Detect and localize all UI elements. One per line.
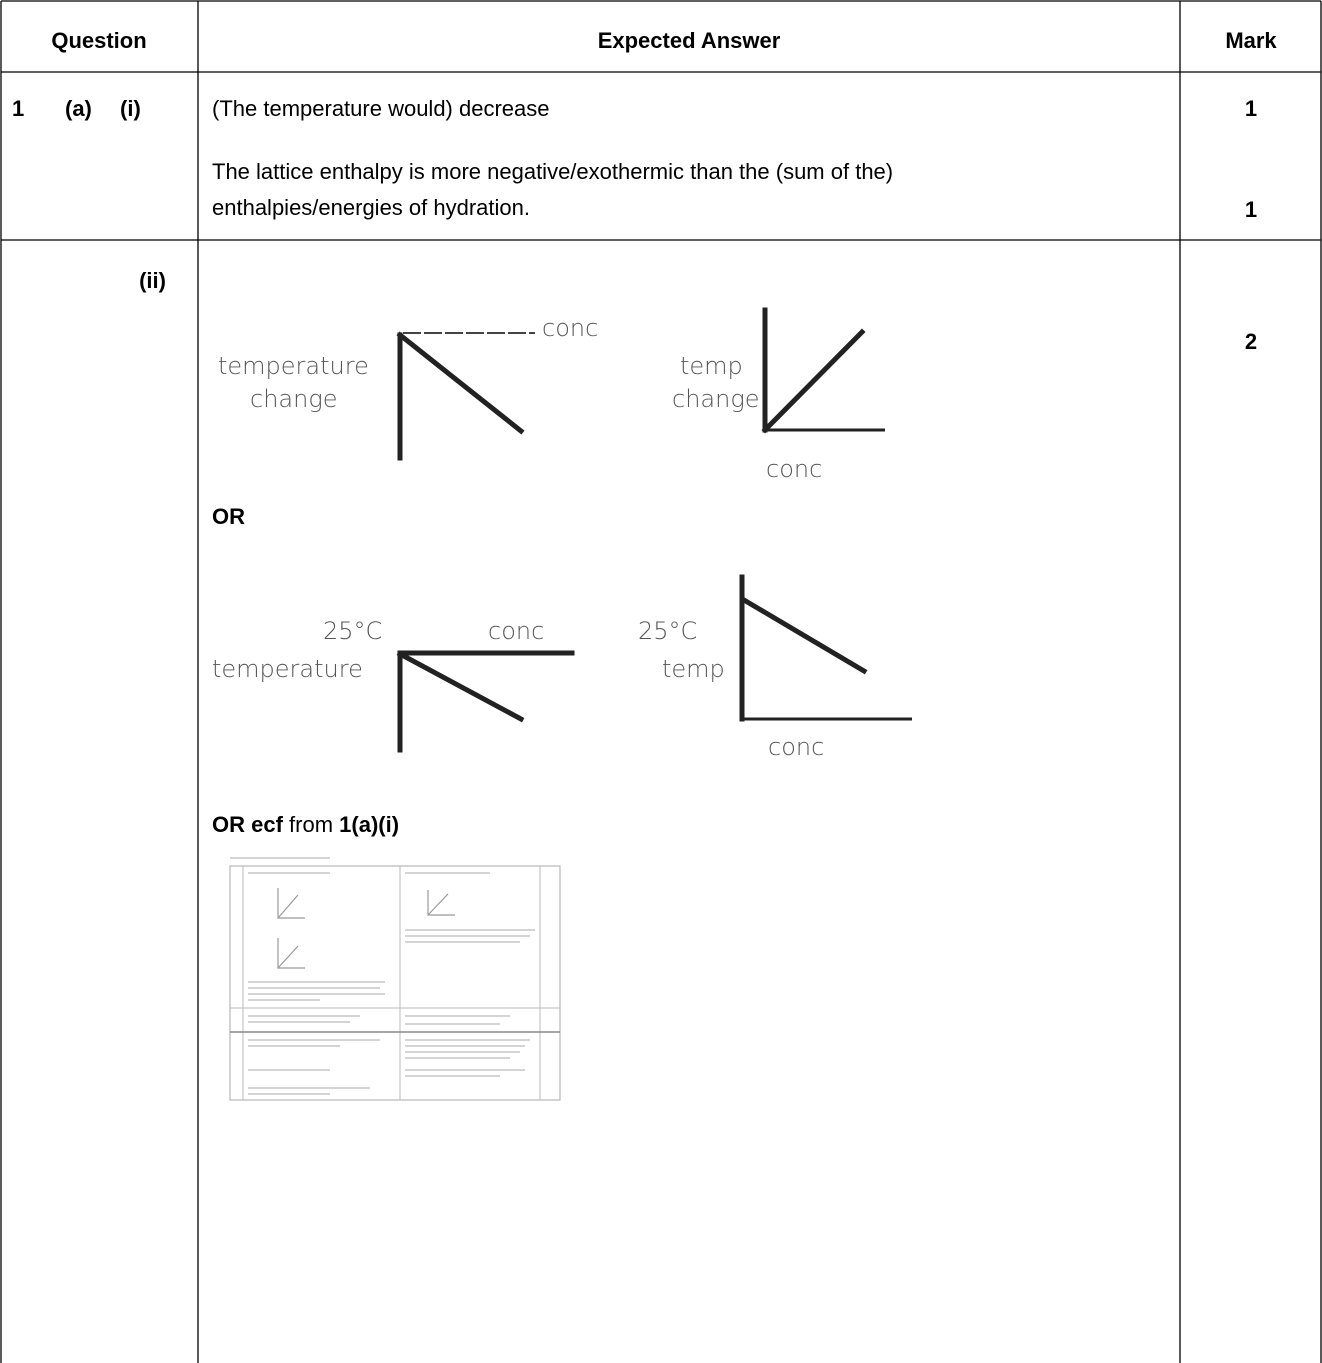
thumbnail-image bbox=[229, 857, 561, 1101]
answer-text: enthalpies/energies of hydration. bbox=[212, 195, 530, 220]
ecf-text: from bbox=[283, 812, 339, 837]
sketch-label: temperature bbox=[212, 655, 363, 683]
header-cell: Question bbox=[51, 28, 146, 53]
answer-text: (The temperature would) decrease bbox=[212, 96, 550, 121]
sketch-label: 25°C bbox=[323, 617, 382, 645]
sketch-label: conc bbox=[488, 617, 544, 645]
sketch-label: conc bbox=[768, 733, 824, 761]
header-cell: Expected Answer bbox=[598, 28, 781, 53]
mark: 1 bbox=[1245, 197, 1257, 222]
ecf-text: OR ecf bbox=[212, 812, 284, 837]
question-part: (a) bbox=[65, 96, 92, 121]
mark: 1 bbox=[1245, 96, 1257, 121]
header-cell: Mark bbox=[1225, 28, 1277, 53]
sketch-label: conc bbox=[542, 314, 598, 342]
sketch-graph: 25°C temp conc bbox=[638, 574, 912, 761]
sketch-graph: temperature change conc bbox=[218, 314, 598, 461]
ecf-text: 1(a)(i) bbox=[339, 812, 399, 837]
question-subpart: (ii) bbox=[139, 268, 166, 293]
sketch-label: temp bbox=[662, 655, 725, 683]
sketch-label: temperature bbox=[218, 352, 369, 380]
sketch-graph: 25°C conc temperature bbox=[212, 617, 575, 753]
sketch-label: temp bbox=[680, 352, 743, 380]
ecf-line: OR ecf from 1(a)(i) bbox=[212, 812, 399, 837]
mark: 2 bbox=[1245, 329, 1257, 354]
question-number: 1 bbox=[12, 96, 24, 121]
sketch-graph: temp change conc bbox=[672, 307, 885, 483]
or-text: OR bbox=[212, 504, 245, 529]
sketch-label: conc bbox=[766, 455, 822, 483]
answer-text: The lattice enthalpy is more negative/ex… bbox=[212, 159, 893, 184]
question-subpart: (i) bbox=[120, 96, 141, 121]
sketch-label: 25°C bbox=[638, 617, 697, 645]
sketch-label: change bbox=[250, 385, 338, 413]
sketch-label: change bbox=[672, 385, 760, 413]
